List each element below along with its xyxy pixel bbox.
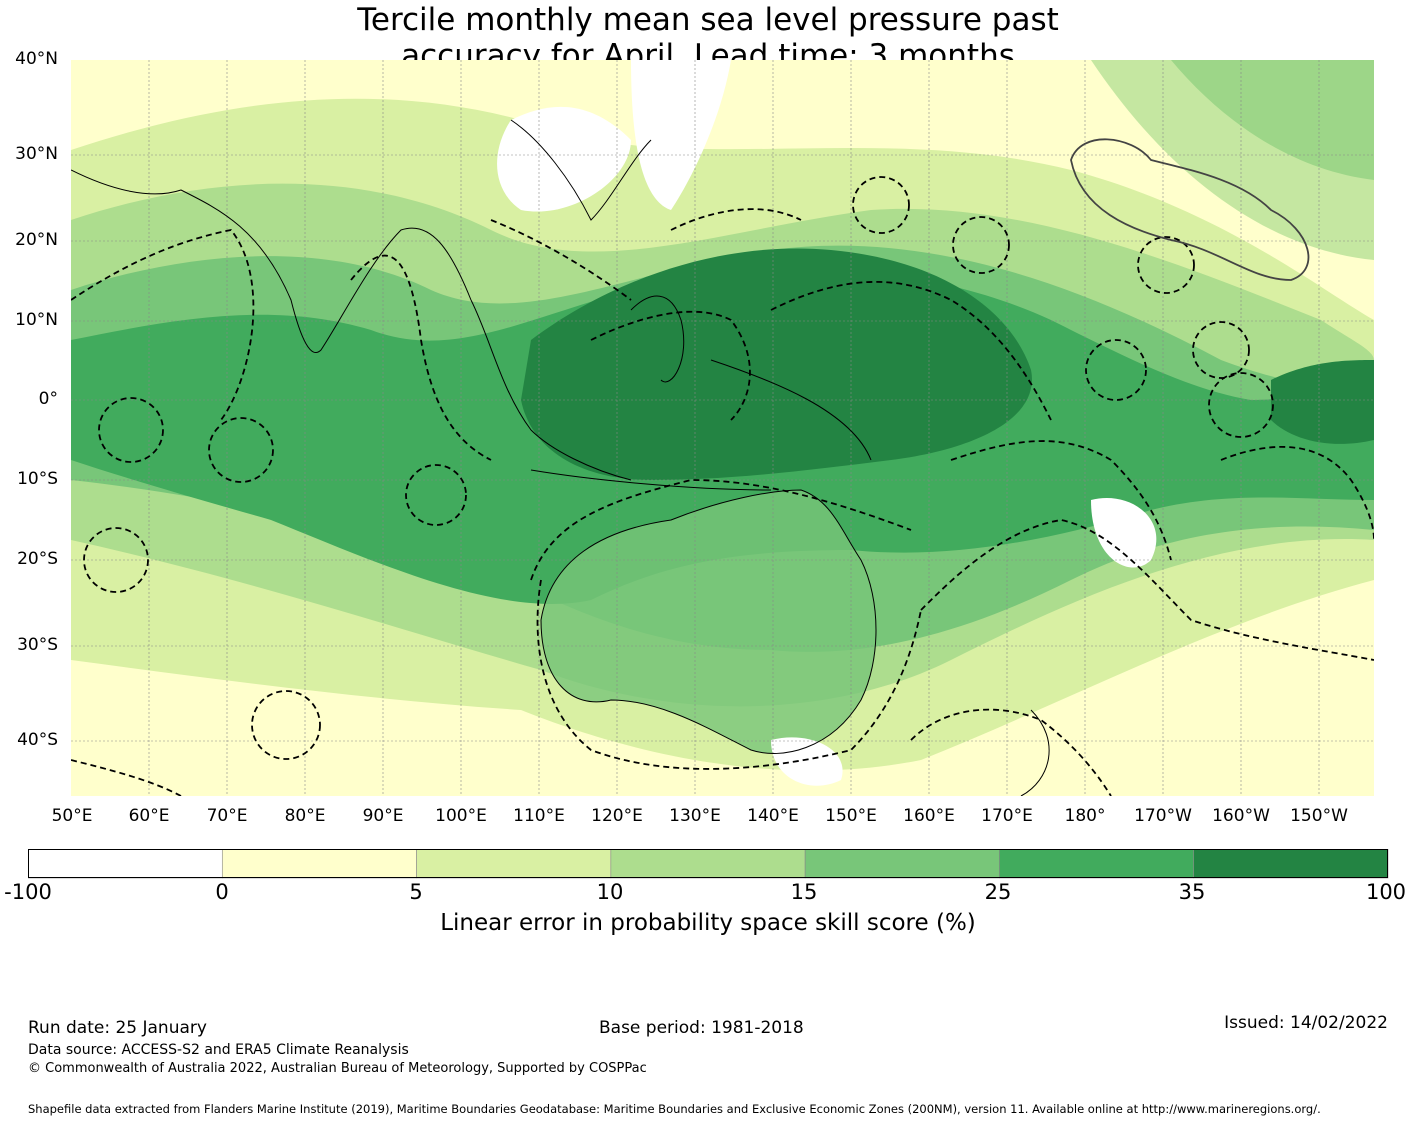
- lat-label-30s: 30°S: [17, 635, 58, 655]
- lon-label-150e: 150°E: [825, 806, 877, 826]
- lon-label-170e: 170°E: [981, 806, 1033, 826]
- title-line-1: Tercile monthly mean sea level pressure …: [357, 2, 1059, 38]
- colorbar-outline: [28, 849, 1388, 878]
- colorbar-swatch: [28, 849, 223, 879]
- colorbar-swatch: [416, 849, 612, 879]
- colorbar-swatch: [610, 849, 806, 879]
- colorbar-swatch: [221, 849, 417, 879]
- lon-label-170w: 170°W: [1134, 806, 1192, 826]
- lon-label-160e: 160°E: [903, 806, 955, 826]
- colorbar-tick-25: 25: [984, 880, 1012, 904]
- lon-label-50e: 50°E: [51, 806, 93, 826]
- colorbar-tick-35: 35: [1178, 880, 1206, 904]
- skill-map: [71, 60, 1374, 796]
- lat-label-20s: 20°S: [17, 549, 58, 569]
- issued-date: Issued: 14/02/2022: [1224, 1013, 1388, 1033]
- lon-label-70e: 70°E: [206, 806, 248, 826]
- lat-label-0: 0°: [38, 389, 58, 409]
- lon-label-100e: 100°E: [435, 806, 487, 826]
- lat-label-40s: 40°S: [17, 730, 58, 750]
- shapefile-credit: Shapefile data extracted from Flanders M…: [28, 1102, 1321, 1116]
- lon-label-140e: 140°E: [747, 806, 799, 826]
- data-source: Data source: ACCESS-S2 and ERA5 Climate …: [28, 1042, 409, 1058]
- lon-label-120e: 120°E: [591, 806, 643, 826]
- skill-map-svg: [71, 60, 1374, 796]
- colorbar-title: Linear error in probability space skill …: [440, 910, 976, 936]
- colorbar-swatch: [1193, 849, 1389, 879]
- colorbar-swatches: [28, 849, 1389, 879]
- lat-label-30n: 30°N: [15, 144, 58, 164]
- colorbar-tick-100: 100: [1365, 880, 1407, 904]
- colorbar-tick-10: 10: [596, 880, 624, 904]
- lat-label-10n: 10°N: [15, 310, 58, 330]
- lat-label-20n: 20°N: [15, 230, 58, 250]
- lon-label-110e: 110°E: [513, 806, 565, 826]
- map-title: Tercile monthly mean sea level pressure …: [0, 2, 1416, 74]
- lon-label-150w: 150°W: [1290, 806, 1348, 826]
- colorbar-swatch: [999, 849, 1195, 879]
- colorbar-tick-minus100: -100: [4, 880, 52, 904]
- colorbar-tick-0: 0: [215, 880, 229, 904]
- lon-label-130e: 130°E: [669, 806, 721, 826]
- lon-label-90e: 90°E: [362, 806, 404, 826]
- colorbar-swatch: [804, 849, 1000, 879]
- lon-label-80e: 80°E: [284, 806, 326, 826]
- lat-label-40n: 40°N: [15, 49, 58, 69]
- colorbar-tick-15: 15: [790, 880, 818, 904]
- run-date: Run date: 25 January: [28, 1018, 207, 1038]
- lon-label-180: 180°: [1064, 806, 1106, 826]
- lon-label-160w: 160°W: [1212, 806, 1270, 826]
- lon-label-60e: 60°E: [128, 806, 170, 826]
- lat-label-10s: 10°S: [17, 469, 58, 489]
- colorbar: [28, 849, 1389, 879]
- colorbar-tick-5: 5: [409, 880, 423, 904]
- copyright: © Commonwealth of Australia 2022, Austra…: [28, 1061, 647, 1076]
- base-period: Base period: 1981-2018: [599, 1018, 804, 1038]
